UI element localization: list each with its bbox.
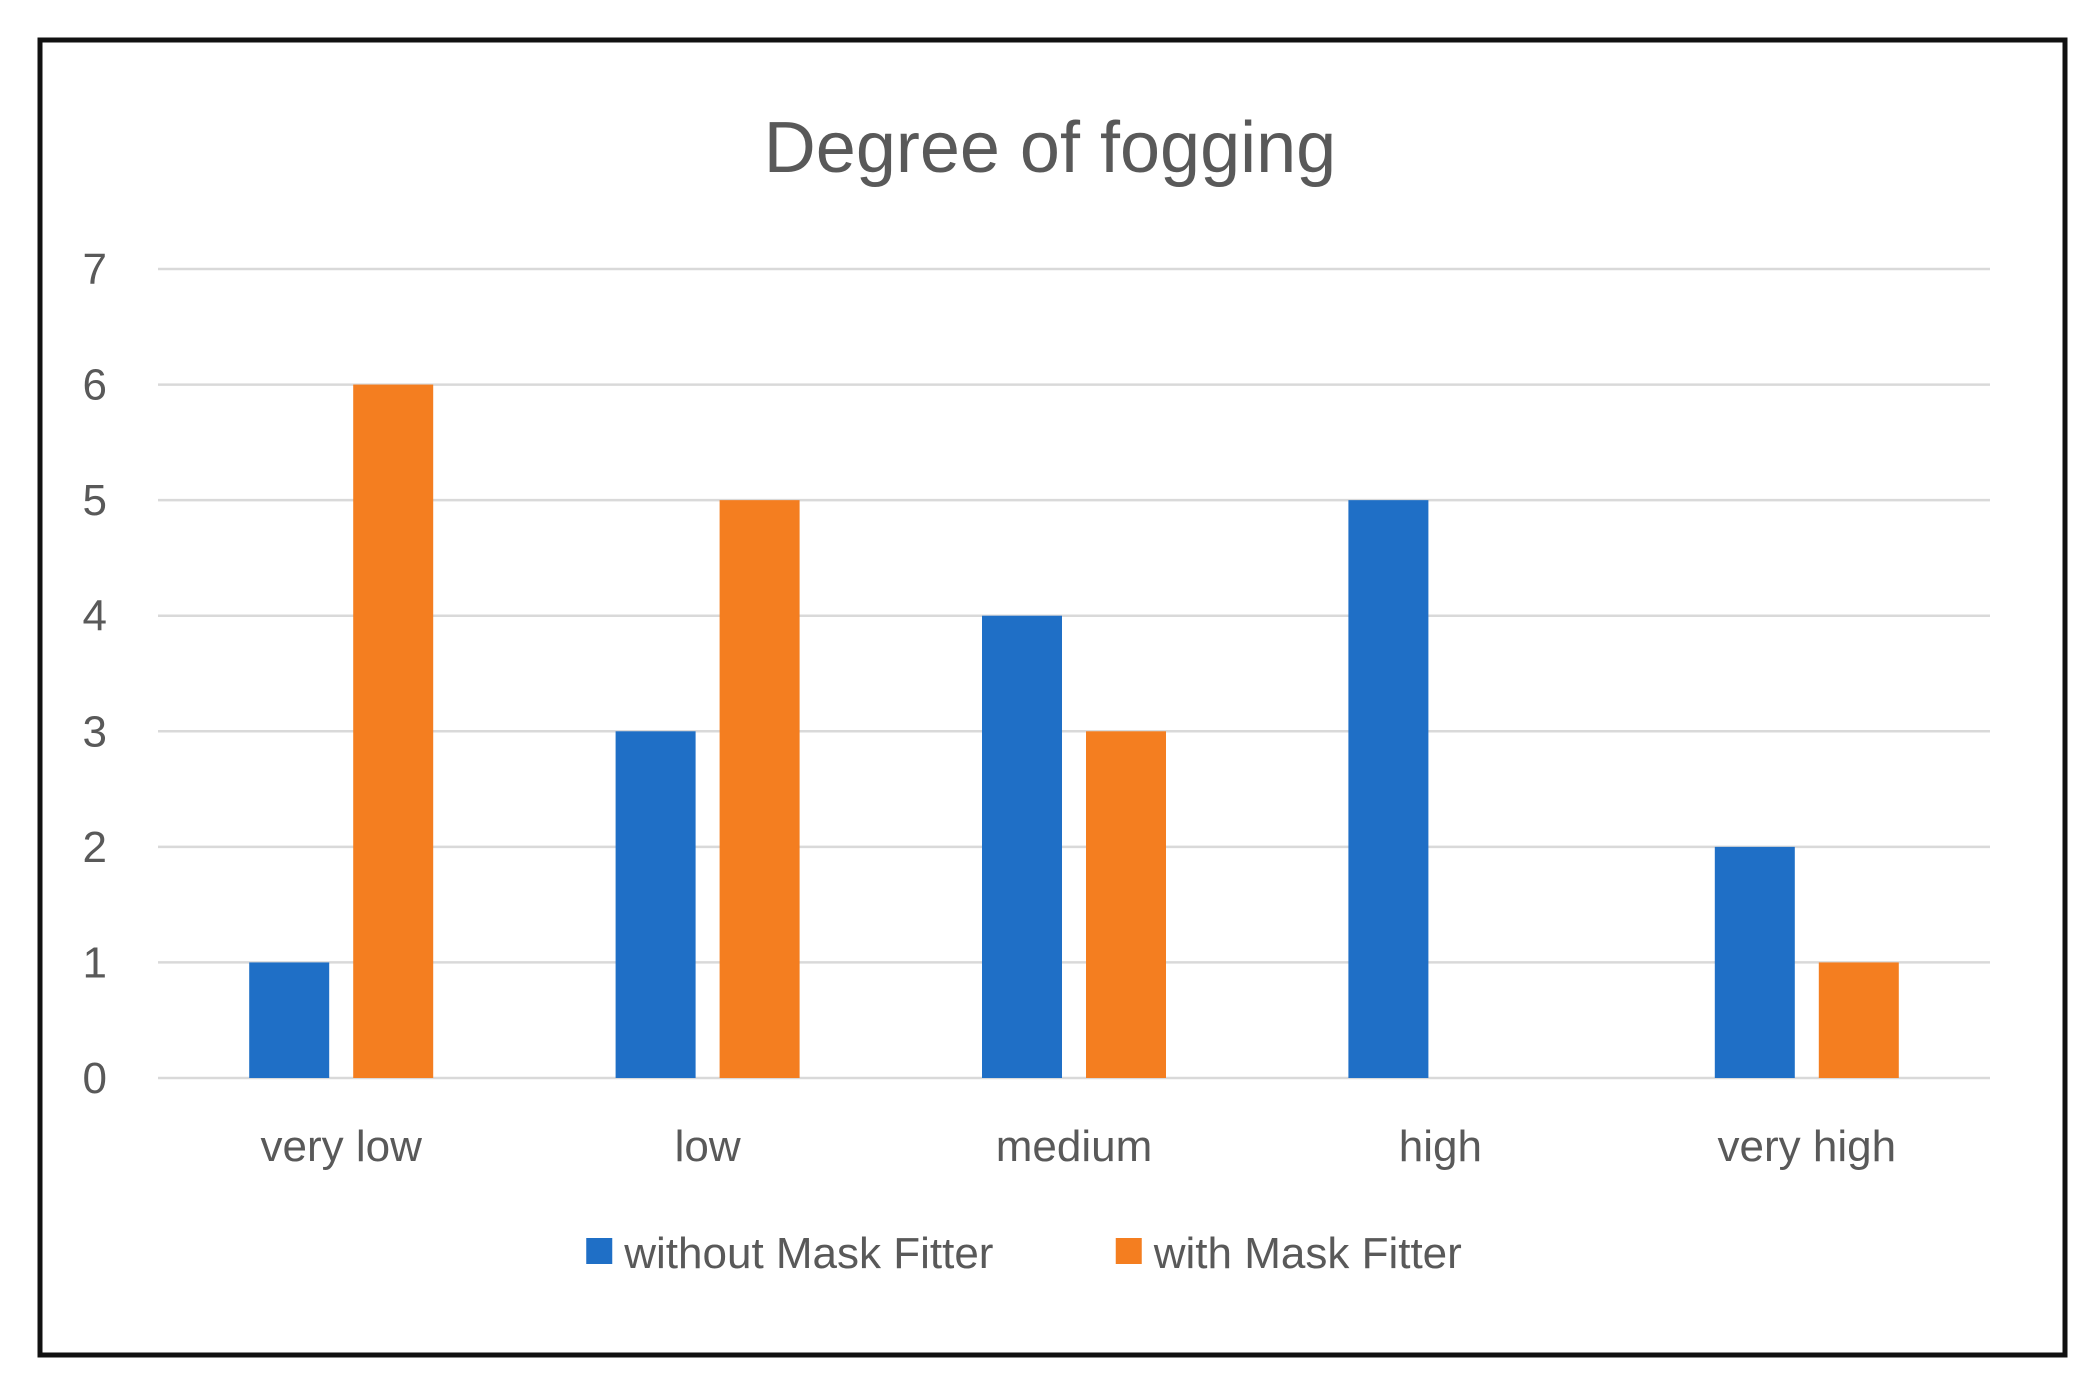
legend-swatch	[1115, 1238, 1142, 1264]
bars	[249, 384, 1899, 1079]
y-tick-label: 5	[83, 476, 107, 525]
y-tick-label: 0	[83, 1054, 107, 1103]
y-tick-label: 2	[83, 823, 107, 872]
bar	[1348, 500, 1429, 1079]
legend: without Mask Fitter with Mask Fitter	[586, 1229, 1462, 1278]
legend-label: without Mask Fitter	[623, 1229, 993, 1278]
legend-label: with Mask Fitter	[1153, 1229, 1462, 1278]
bar	[982, 615, 1062, 1078]
y-tick-label: 3	[83, 707, 107, 756]
y-tick-label: 1	[83, 938, 107, 987]
x-tick-label: very low	[261, 1122, 423, 1171]
x-tick-label: very high	[1718, 1122, 1897, 1171]
bar	[1086, 731, 1166, 1078]
bar	[1714, 846, 1795, 1078]
x-tick-label: medium	[996, 1122, 1153, 1171]
bar	[353, 384, 434, 1079]
y-axis-ticks: 0 1 2 3 4 5 6 7	[83, 245, 107, 1103]
x-tick-label: low	[675, 1122, 741, 1171]
x-tick-label: high	[1399, 1122, 1482, 1171]
legend-swatch	[586, 1238, 613, 1264]
y-tick-label: 4	[83, 592, 107, 641]
y-tick-label: 7	[83, 245, 107, 294]
bar	[249, 962, 330, 1078]
gridlines	[158, 267, 1990, 1080]
bar	[615, 731, 696, 1078]
chart-title: Degree of fogging	[764, 108, 1336, 188]
x-axis-labels: very low low medium high very high	[261, 1122, 1897, 1171]
bar	[719, 500, 800, 1079]
bar	[1818, 962, 1899, 1078]
y-tick-label: 6	[83, 361, 107, 410]
